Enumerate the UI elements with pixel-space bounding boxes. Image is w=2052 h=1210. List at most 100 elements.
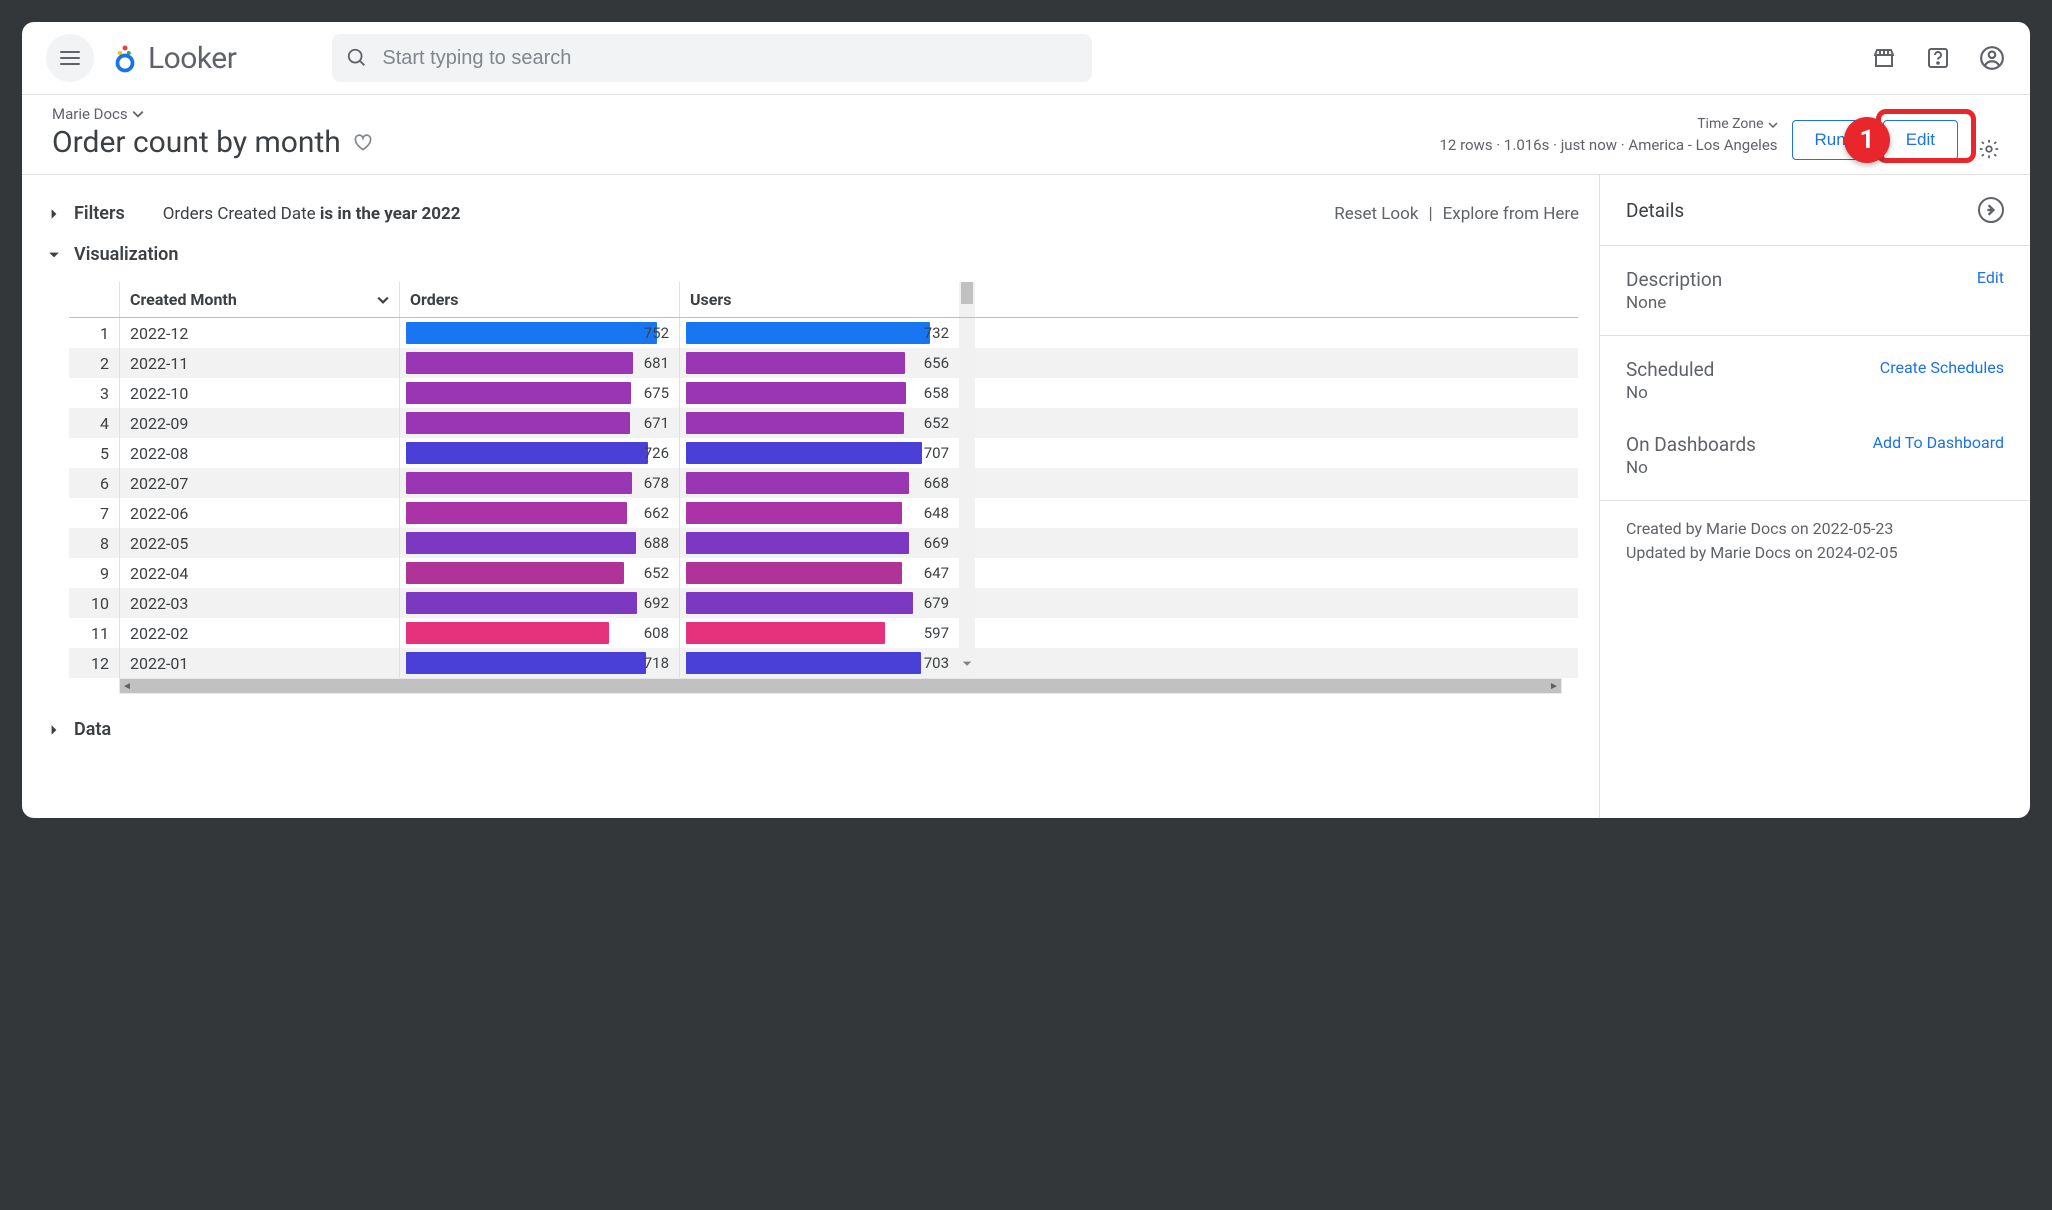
bar-value: 707: [924, 444, 949, 462]
table-row[interactable]: 92022-04652647: [69, 558, 1578, 588]
bar: [686, 652, 921, 674]
favorite-button[interactable]: [353, 133, 373, 153]
table-row[interactable]: 112022-02608597: [69, 618, 1578, 648]
bar-value: 671: [644, 414, 669, 432]
app-root: Looker: [22, 22, 2030, 818]
vertical-scrollbar[interactable]: [959, 528, 975, 558]
table-row[interactable]: 122022-01718703: [69, 648, 1578, 678]
filter-summary: Orders Created Date is in the year 2022: [163, 204, 461, 224]
bar: [406, 412, 630, 434]
created-by-line: Created by Marie Docs on 2022-05-23: [1626, 517, 2004, 541]
bar: [406, 382, 631, 404]
col-header-orders[interactable]: Orders: [399, 282, 679, 317]
table-row[interactable]: 52022-08726707: [69, 438, 1578, 468]
edit-button[interactable]: Edit: [1883, 120, 1958, 160]
vertical-scrollbar[interactable]: [959, 408, 975, 438]
breadcrumb[interactable]: Marie Docs: [52, 105, 373, 123]
scroll-up-button[interactable]: [959, 282, 975, 317]
store-icon: [1872, 46, 1896, 70]
table-row[interactable]: 42022-09671652: [69, 408, 1578, 438]
bar: [406, 502, 627, 524]
description-row: Description None Edit: [1600, 246, 2030, 336]
vertical-scrollbar[interactable]: [959, 348, 975, 378]
caret-up-icon: [960, 282, 974, 296]
timezone-selector[interactable]: Time Zone: [1697, 115, 1777, 135]
top-bar: Looker: [22, 22, 2030, 95]
horizontal-scrollbar[interactable]: ◄ ►: [119, 678, 1562, 694]
cell-month: 2022-10: [119, 378, 399, 408]
breadcrumb-folder: Marie Docs: [52, 105, 128, 123]
vertical-scrollbar[interactable]: [959, 378, 975, 408]
bar-value: 726: [644, 444, 669, 462]
table-row[interactable]: 12022-12752732: [69, 318, 1578, 348]
viz-body: 12022-1275273222022-1168165632022-106756…: [69, 318, 1578, 678]
table-row[interactable]: 22022-11681656: [69, 348, 1578, 378]
details-title: Details: [1626, 199, 1684, 222]
help-button[interactable]: [1924, 44, 1952, 72]
bar: [686, 562, 902, 584]
look-settings-button[interactable]: [1978, 138, 2000, 160]
bar: [406, 442, 648, 464]
explore-from-here-link[interactable]: Explore from Here: [1443, 204, 1579, 224]
search-input[interactable]: [380, 46, 1078, 71]
cell-orders: 726: [399, 438, 679, 468]
table-row[interactable]: 72022-06662648: [69, 498, 1578, 528]
filters-toggle[interactable]: [48, 208, 60, 220]
cell-orders: 681: [399, 348, 679, 378]
marketplace-button[interactable]: [1870, 44, 1898, 72]
vertical-scrollbar[interactable]: [959, 648, 975, 678]
cell-users: 658: [679, 378, 959, 408]
details-panel: Details Description None Edit Scheduled: [1600, 175, 2030, 818]
caret-right-icon: [48, 208, 60, 220]
table-row[interactable]: 102022-03692679: [69, 588, 1578, 618]
main-panel: Filters Orders Created Date is in the ye…: [22, 175, 1600, 818]
bar-value: 608: [644, 624, 669, 642]
vertical-scrollbar[interactable]: [959, 438, 975, 468]
vertical-scrollbar[interactable]: [959, 588, 975, 618]
col-header-month[interactable]: Created Month: [119, 282, 399, 317]
bar-value: 648: [924, 504, 949, 522]
account-button[interactable]: [1978, 44, 2006, 72]
scheduled-value: No: [1626, 383, 1714, 403]
look-header-right: Time Zone 12 rows · 1.016s · just now · …: [1439, 113, 2000, 160]
table-row[interactable]: 62022-07678668: [69, 468, 1578, 498]
metadata-block: Created by Marie Docs on 2022-05-23 Upda…: [1600, 501, 2030, 581]
vertical-scrollbar[interactable]: [959, 558, 975, 588]
row-number: 4: [69, 408, 119, 438]
bar: [406, 622, 609, 644]
vertical-scrollbar[interactable]: [959, 618, 975, 648]
add-to-dashboard-link[interactable]: Add To Dashboard: [1873, 433, 2004, 452]
collapse-panel-button[interactable]: [1978, 197, 2004, 223]
table-row[interactable]: 82022-05688669: [69, 528, 1578, 558]
look-header-left: Marie Docs Order count by month: [52, 105, 373, 160]
data-toggle[interactable]: [48, 724, 60, 736]
vertical-scrollbar[interactable]: [959, 498, 975, 528]
row-number: 11: [69, 618, 119, 648]
edit-description-link[interactable]: Edit: [1977, 268, 2004, 287]
vertical-scrollbar[interactable]: [959, 318, 975, 348]
bar: [686, 472, 909, 494]
row-number: 10: [69, 588, 119, 618]
vertical-scrollbar[interactable]: [959, 468, 975, 498]
description-label: Description: [1626, 268, 1722, 291]
bar-value: 669: [924, 534, 949, 552]
scroll-left-icon: ◄: [120, 679, 134, 693]
cell-month: 2022-08: [119, 438, 399, 468]
scheduled-label: Scheduled: [1626, 358, 1714, 381]
hamburger-icon: [60, 51, 80, 65]
create-schedules-link[interactable]: Create Schedules: [1880, 358, 2004, 377]
sort-desc-icon: [377, 294, 389, 306]
cell-orders: 652: [399, 558, 679, 588]
product-logo[interactable]: Looker: [110, 41, 236, 76]
cell-orders: 662: [399, 498, 679, 528]
filter-value: is in the year 2022: [320, 204, 461, 224]
viz-toggle[interactable]: [48, 249, 60, 261]
search-container: [332, 34, 1092, 82]
table-row[interactable]: 32022-10675658: [69, 378, 1578, 408]
on-dashboards-label: On Dashboards: [1626, 433, 1756, 456]
nav-menu-button[interactable]: [46, 34, 94, 82]
cell-users: 597: [679, 618, 959, 648]
col-header-users[interactable]: Users: [679, 282, 959, 317]
reset-look-link[interactable]: Reset Look: [1334, 204, 1418, 224]
cell-month: 2022-04: [119, 558, 399, 588]
